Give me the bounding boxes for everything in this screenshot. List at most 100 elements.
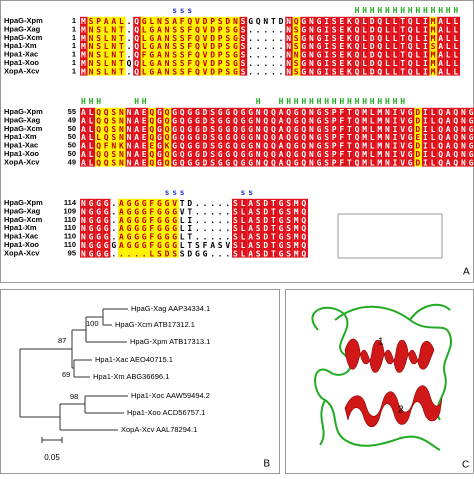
residue: G [279,241,284,250]
residue: S [225,25,230,34]
conservation-box [209,16,217,76]
residue: S [233,199,238,208]
residue: F [187,25,192,34]
residue: M [294,215,299,224]
residue: L [370,141,375,150]
residue: T [400,25,405,34]
residue: G [218,108,223,117]
residue: A [119,232,124,241]
residue: G [104,215,109,224]
residue: Q [134,59,139,68]
residue: S [218,241,223,250]
residue: G [187,158,192,167]
residue: S [96,50,101,59]
residue: N [461,116,466,125]
residue: D [415,124,420,133]
bootstrap-value: 87 [58,336,66,345]
residue: G [225,133,230,142]
leaf-label: Hpa1-Xoc AAW59494.2 [131,391,210,400]
residue: N [256,133,261,142]
residue: G [195,108,200,117]
structure-char: H [89,97,94,106]
residue: Q [96,108,101,117]
residue: D [263,241,268,250]
residue: G [157,116,162,125]
residue: I [423,25,428,34]
residue: S [324,158,329,167]
residue: F [149,224,154,233]
residue: A [172,17,177,26]
residue: F [339,150,344,159]
residue: N [127,158,132,167]
residue: Q [233,108,238,117]
residue: E [142,141,147,150]
residue: K [347,33,352,42]
residue: L [431,141,436,150]
residue: G [142,207,147,216]
residue: D [263,199,268,208]
residue: G [317,17,322,26]
residue: . [256,33,261,42]
sequence-name: XopA-Xcv [4,66,40,75]
residue: Q [301,249,306,258]
structure-char: H [134,97,139,106]
residue: N [119,116,124,125]
residue: G [127,232,132,241]
structure-char: H [96,97,101,106]
residue: F [187,67,192,76]
residue: Q [233,141,238,150]
residue: G [248,124,253,133]
residue: Q [355,25,360,34]
residue: I [423,42,428,51]
residue: T [347,116,352,125]
residue: N [127,150,132,159]
residue: A [81,141,86,150]
residue: S [210,141,215,150]
residue: A [134,108,139,117]
residue: N [294,50,299,59]
residue: L [89,124,94,133]
residue: L [96,133,101,142]
residue: Q [233,116,238,125]
residue: M [431,59,436,68]
residue: S [180,67,185,76]
residue: S [286,232,291,241]
residue: A [134,141,139,150]
conservation-box [406,16,415,76]
structure-char: s [172,188,177,197]
conservation-box [429,107,438,167]
residue: L [180,215,185,224]
conservation-box [429,16,438,76]
sequence-start: 1 [72,16,76,25]
residue: G [317,25,322,34]
panel-label: C [462,460,469,471]
residue: G [172,150,177,159]
residue: V [180,207,185,216]
residue: P [218,67,223,76]
residue: M [362,124,367,133]
residue: . [218,232,223,241]
residue: E [339,25,344,34]
sequence-name: Hpa1-Xm [4,132,37,141]
residue: L [431,116,436,125]
conservation-box [239,198,248,258]
residue: . [271,59,276,68]
residue: F [149,215,154,224]
residue: L [385,25,390,34]
residue: Q [355,67,360,76]
conservation-box [80,198,88,258]
structure-char: H [309,97,314,106]
residue: . [111,224,116,233]
residue: G [195,133,200,142]
tree [19,308,128,443]
structure-char: s [241,188,246,197]
residue: G [172,207,177,216]
residue: S [218,17,223,26]
residue: Q [271,141,276,150]
residue: Q [438,108,443,117]
residue: T [347,158,352,167]
residue: P [96,17,101,26]
residue: P [218,42,223,51]
residue: G [241,116,246,125]
residue: Q [187,17,192,26]
